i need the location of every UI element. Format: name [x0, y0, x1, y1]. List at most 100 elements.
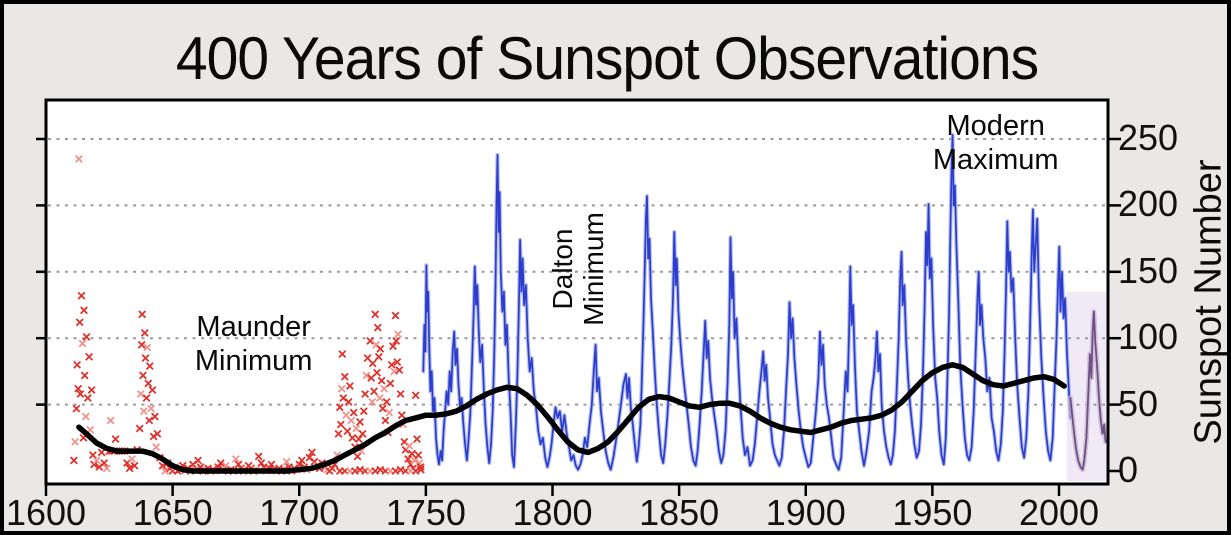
y-axis-tick-label: 0	[1118, 449, 1139, 491]
red-x-marker	[345, 382, 354, 390]
red-x-marker	[80, 306, 88, 315]
red-x-marker	[145, 362, 154, 371]
red-x-marker	[376, 344, 385, 353]
red-x-marker	[404, 455, 413, 463]
red-x-marker	[354, 435, 363, 444]
chart-series-path	[76, 362, 1067, 474]
red-x-marker	[337, 384, 346, 393]
annotation-dalton-minimum: Dalton Minimum	[547, 212, 609, 326]
red-x-marker	[394, 330, 402, 339]
red-x-marker	[139, 407, 148, 416]
red-x-marker	[380, 384, 389, 393]
red-x-marker	[378, 404, 387, 413]
red-x-marker	[71, 437, 80, 446]
x-axis-tick-label: 1800	[512, 492, 593, 533]
annotation-modern-maximum: Modern Maximum	[933, 109, 1059, 177]
y-axis-tick-label: 150	[1118, 249, 1179, 291]
red-x-marker	[377, 376, 386, 385]
red-x-marker	[381, 416, 390, 425]
red-x-marker	[370, 387, 378, 396]
red-x-marker	[413, 435, 421, 444]
red-x-marker	[310, 457, 319, 466]
annotation-line: Minimum	[577, 212, 609, 326]
red-x-marker	[397, 411, 406, 420]
red-x-marker	[80, 371, 89, 380]
annotation-line: Minimum	[194, 344, 313, 377]
red-x-marker	[150, 412, 159, 421]
red-x-marker	[343, 427, 352, 436]
red-x-marker	[334, 429, 343, 438]
red-x-marker	[135, 424, 144, 433]
y-axis-tick-label: 100	[1118, 316, 1179, 358]
red-x-marker	[74, 154, 83, 163]
red-x-marker	[353, 452, 362, 461]
red-x-marker	[411, 391, 420, 400]
red-x-marker	[145, 416, 154, 425]
red-x-marker	[282, 457, 291, 466]
red-x-marker	[386, 379, 395, 388]
red-x-marker	[77, 291, 86, 300]
red-x-marker	[85, 352, 94, 361]
annotation-line: Maximum	[932, 143, 1059, 176]
red-x-marker	[356, 417, 364, 426]
red-x-marker	[83, 394, 92, 402]
red-x-marker	[97, 448, 106, 457]
red-x-marker	[385, 408, 394, 417]
red-x-marker	[368, 359, 377, 368]
red-x-marker	[90, 460, 99, 469]
red-x-marker	[100, 459, 109, 467]
red-x-marker	[389, 342, 397, 351]
red-x-marker	[416, 465, 425, 474]
red-x-marker	[374, 352, 383, 361]
red-x-marker	[392, 336, 401, 345]
red-x-marker	[335, 403, 344, 412]
red-x-marker	[72, 404, 81, 413]
red-x-marker	[395, 366, 404, 375]
red-x-marker	[349, 408, 358, 417]
red-x-marker	[373, 368, 381, 377]
red-x-marker	[69, 456, 78, 465]
x-axis-tick-label: 1900	[765, 492, 846, 533]
red-x-marker	[361, 390, 370, 398]
red-x-marker	[73, 360, 82, 369]
x-axis-tick-label: 1600	[5, 492, 87, 533]
red-x-marker	[410, 456, 419, 465]
red-x-marker	[125, 464, 134, 473]
red-x-marker	[74, 384, 83, 393]
red-x-marker	[78, 339, 87, 348]
red-x-marker	[148, 386, 157, 394]
red-x-marker	[138, 310, 147, 319]
red-x-marker	[295, 460, 304, 469]
red-x-marker	[81, 412, 90, 421]
red-x-marker	[393, 358, 402, 367]
x-axis-tick-label: 2000	[1018, 492, 1100, 533]
red-x-marker	[161, 467, 169, 475]
red-x-marker	[136, 390, 145, 398]
red-x-marker	[267, 460, 276, 469]
red-x-marker	[102, 464, 111, 473]
red-x-marker	[387, 360, 396, 369]
red-x-marker	[407, 449, 416, 458]
y-axis-tick-label: 250	[1118, 117, 1179, 159]
red-x-marker	[216, 459, 225, 467]
chart-series-path	[1069, 310, 1107, 471]
x-axis-tick-label: 1950	[892, 492, 973, 533]
red-x-marker	[339, 394, 348, 402]
chart-series-path	[422, 134, 1072, 471]
annotation-maunder-minimum: Maunder Minimum	[195, 310, 313, 378]
red-x-marker	[111, 435, 120, 444]
red-x-marker	[367, 374, 376, 382]
red-x-marker	[82, 332, 91, 341]
red-x-marker	[140, 328, 149, 337]
red-x-marker	[147, 404, 156, 413]
red-x-marker	[391, 311, 400, 320]
red-x-marker	[128, 455, 137, 463]
red-x-marker	[328, 464, 337, 473]
red-x-marker	[340, 372, 349, 381]
x-axis-tick-label: 1750	[385, 492, 466, 533]
plot-frame	[44, 98, 1110, 486]
red-x-marker	[366, 336, 375, 345]
red-x-marker	[231, 455, 240, 463]
red-x-marker	[137, 340, 146, 349]
